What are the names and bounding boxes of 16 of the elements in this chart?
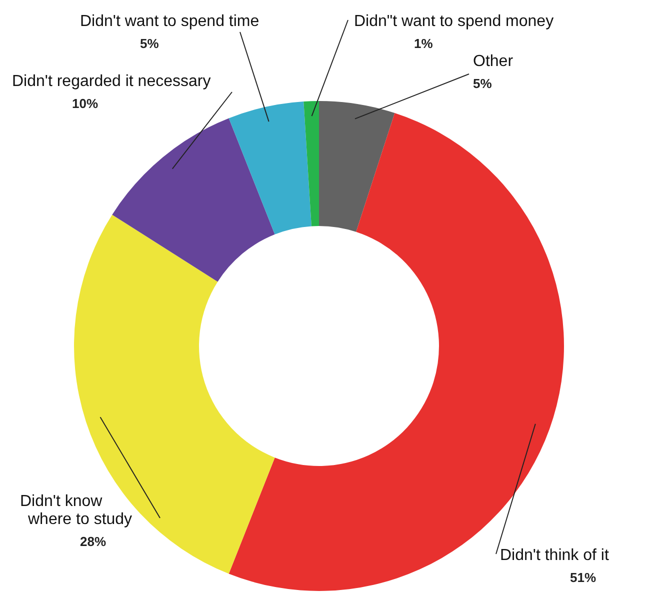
data-label: 51%	[570, 570, 596, 585]
donut-slice	[304, 101, 319, 226]
data-label: 1%	[414, 36, 434, 51]
data-label: 5%	[473, 76, 492, 91]
slice-label: Didn"t want to spend money	[354, 13, 554, 30]
slice-label: Other	[473, 53, 514, 70]
donut-slice	[228, 101, 312, 234]
donut-slice	[112, 118, 275, 282]
data-label: 5%	[140, 36, 160, 51]
slice-label: Didn't regarded it necessary	[12, 73, 211, 90]
slice-label: Didn't know where to study	[20, 493, 132, 528]
slice-label: Didn't think of it	[500, 547, 610, 564]
donut-slice	[319, 101, 395, 232]
data-label: 28%	[80, 534, 106, 549]
slice-label: Didn't want to spend time	[80, 13, 260, 30]
data-label: 10%	[72, 96, 98, 111]
